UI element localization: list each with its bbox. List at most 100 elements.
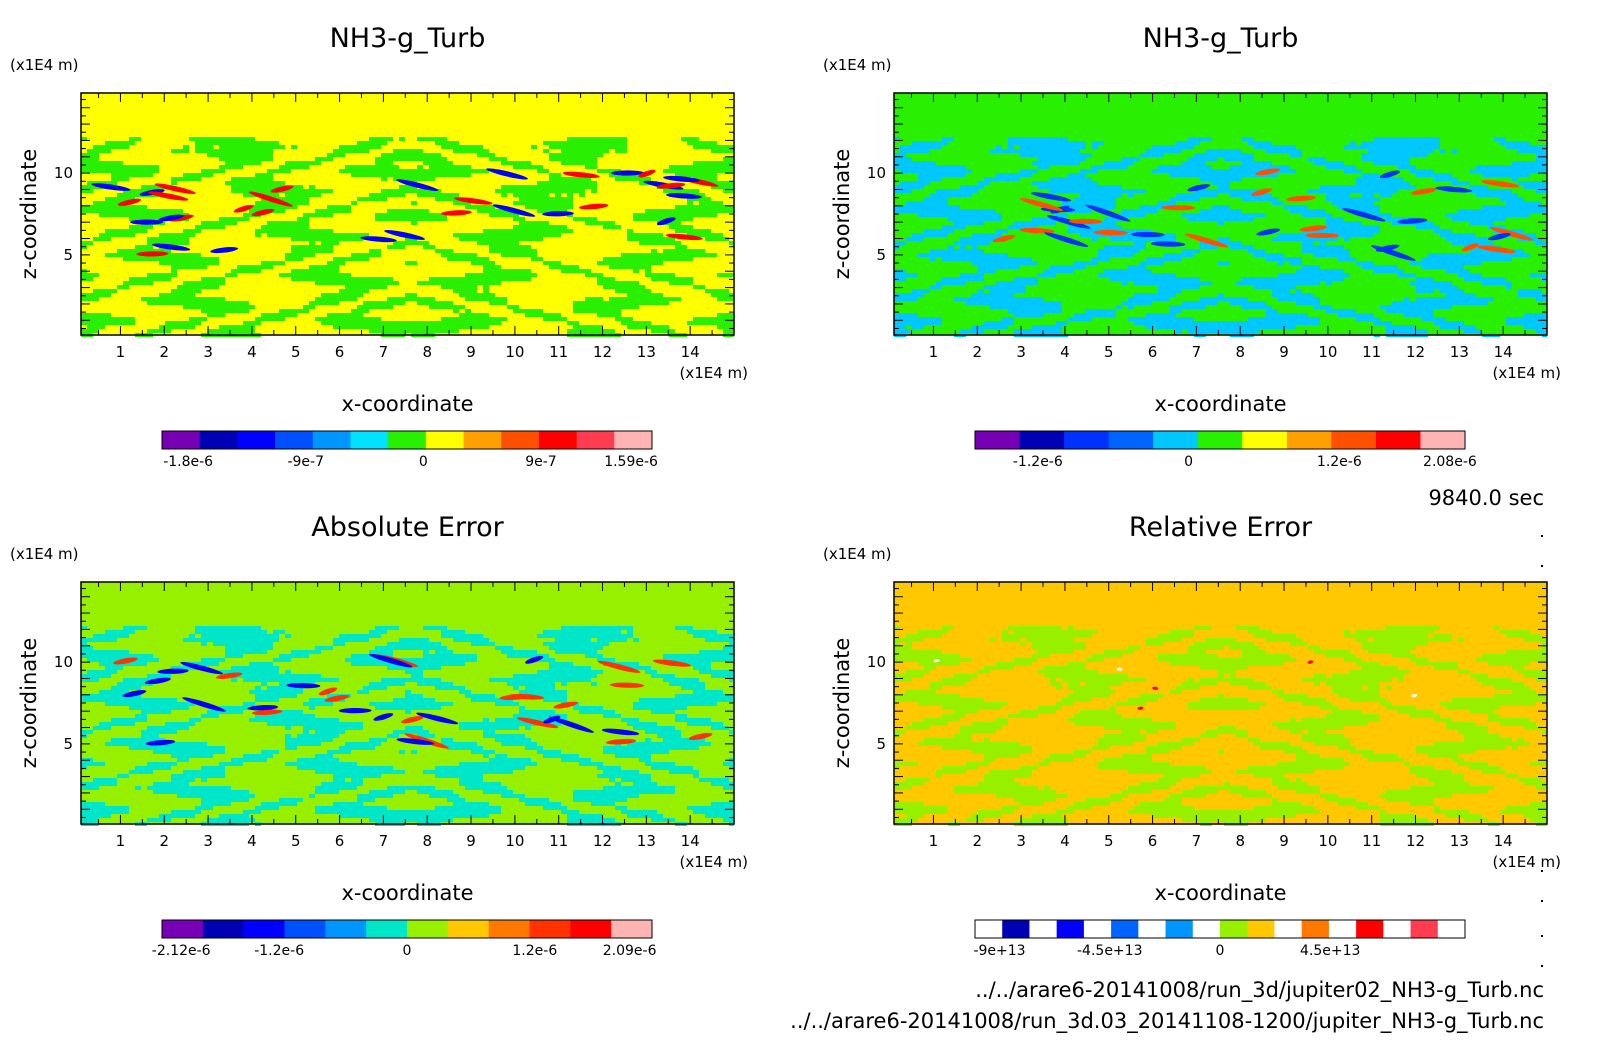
- colorbar-swatch: [1420, 431, 1466, 449]
- margin-dot: [1541, 900, 1543, 902]
- margin-dot: [1541, 965, 1543, 967]
- x-unit-label: (x1E4 m): [679, 853, 748, 871]
- filament: [247, 704, 279, 711]
- colorbar-swatch: [1437, 920, 1466, 938]
- colorbar-swatch: [1029, 920, 1058, 938]
- colorbar-swatch: [1056, 920, 1085, 938]
- filament: [441, 210, 472, 216]
- colorbar-swatch: [1083, 920, 1112, 938]
- contour-field: [894, 93, 1547, 337]
- filament: [1477, 245, 1516, 253]
- colorbar-swatch: [237, 431, 276, 449]
- colorbar-tick-label: 4.5e+13: [1300, 943, 1360, 959]
- colorbar-swatch: [1383, 920, 1412, 938]
- filament: [598, 660, 641, 673]
- filament: [91, 183, 131, 191]
- filament: [1371, 245, 1416, 261]
- x-ticks: [911, 582, 1548, 824]
- filament: [1137, 706, 1144, 710]
- x-tick-label: 3: [203, 343, 213, 361]
- x-tick-label: 4: [1060, 832, 1070, 850]
- filament: [360, 236, 397, 243]
- filament: [1068, 218, 1103, 225]
- x-tick-label: 14: [1494, 832, 1513, 850]
- x-tick-label: 9: [466, 832, 476, 850]
- colorbar-tick-label: 0: [419, 454, 428, 470]
- filament: [1461, 243, 1479, 252]
- filament: [486, 168, 528, 180]
- filament: [1085, 204, 1131, 222]
- x-tick-label: 10: [505, 343, 524, 361]
- filament: [656, 217, 676, 226]
- colorbar-swatch: [425, 431, 465, 449]
- panel-2: NH3-g_Turb(x1E4 m)1 2 3 4 5 6 7 8 9 10 11 12 13 14(x1…: [823, 23, 1561, 470]
- filament: [688, 732, 713, 740]
- colorbar-swatch: [529, 920, 571, 938]
- filament: [1130, 231, 1165, 238]
- filament: [251, 208, 275, 217]
- y-unit-label: (x1E4 m): [823, 545, 892, 563]
- filament: [136, 251, 169, 257]
- x-tick-label: 6: [1148, 832, 1158, 850]
- filament: [666, 193, 702, 199]
- filament: [148, 191, 189, 201]
- panel-1: NH3-g_Turb(x1E4 m)1 2 3 4 5 6 7 8 9 10 11 12 13 14(x1…: [10, 23, 748, 470]
- upper-layer: [894, 93, 1547, 135]
- filament: [992, 234, 1016, 243]
- x-tick-label: 14: [681, 343, 700, 361]
- y-tick-label: 10: [54, 653, 73, 671]
- filament: [1379, 170, 1400, 179]
- colorbar-tick-label: 1.2e-6: [1317, 454, 1362, 470]
- panel-title: NH3-g_Turb: [1143, 23, 1299, 54]
- y-tick-label: 10: [867, 653, 886, 671]
- x-unit-label: (x1E4 m): [1492, 364, 1561, 382]
- filament: [270, 185, 294, 193]
- colorbar-swatch: [243, 920, 285, 938]
- filament: [157, 668, 189, 674]
- y-ticks: [894, 99, 1547, 329]
- colorbar-tick-label: 0: [1184, 454, 1193, 470]
- colorbar-swatch: [284, 920, 326, 938]
- x-tick-label: 1: [929, 832, 939, 850]
- x-unit-label: (x1E4 m): [679, 364, 748, 382]
- filament: [1489, 227, 1534, 241]
- filament: [525, 655, 544, 664]
- colorbar-swatch: [1111, 920, 1139, 938]
- filament: [158, 214, 184, 222]
- margin-dot: [1541, 565, 1543, 567]
- y-tick-label: 5: [876, 246, 886, 264]
- x-tick-label: 11: [1362, 832, 1381, 850]
- filament: [324, 694, 350, 702]
- x-tick-label: 10: [1318, 832, 1337, 850]
- filament: [113, 657, 138, 665]
- y-ticks: [894, 588, 1547, 818]
- x-tick-label: 5: [291, 832, 301, 850]
- colorbar-swatch: [1165, 920, 1194, 938]
- time-label: 9840.0 sec: [1428, 486, 1544, 510]
- x-tick-label: 5: [291, 343, 301, 361]
- y-unit-label: (x1E4 m): [823, 56, 892, 74]
- x-ticks: [98, 582, 735, 824]
- filament: [369, 653, 413, 668]
- filament: [1019, 198, 1063, 212]
- colorbar-swatch: [312, 431, 351, 449]
- panel-title: Relative Error: [1129, 512, 1313, 543]
- x-tick-label: 8: [422, 343, 432, 361]
- filament: [210, 247, 239, 254]
- filament: [1152, 686, 1159, 690]
- panel-3: Absolute Error(x1E4 m)1 2 3 4 5 6 7 8 9 10 11 12 13 1…: [10, 512, 748, 959]
- y-unit-label: (x1E4 m): [10, 545, 79, 563]
- colorbar-swatch: [366, 920, 408, 938]
- x-tick-label: 5: [1104, 343, 1114, 361]
- x-tick-label: 2: [159, 832, 169, 850]
- x-tick-label: 9: [1279, 832, 1289, 850]
- filament: [652, 659, 691, 667]
- filament: [638, 169, 656, 178]
- filament: [233, 204, 254, 213]
- filament: [499, 694, 530, 700]
- x-tick-label: 1: [116, 832, 126, 850]
- colorbar-swatch: [1375, 431, 1421, 449]
- filament: [1150, 241, 1186, 247]
- colorbar-tick-label: -1.2e-6: [1013, 454, 1063, 470]
- colorbar-swatch: [1286, 431, 1332, 449]
